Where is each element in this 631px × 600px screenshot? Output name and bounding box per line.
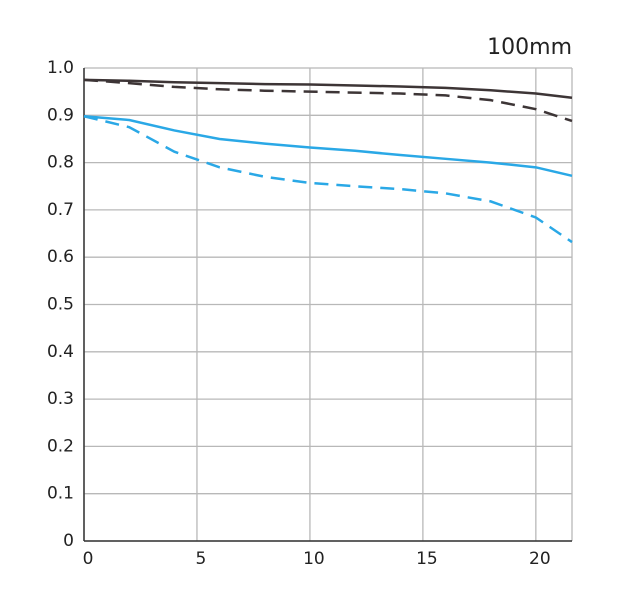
y-tick-label: 0.1 [47, 484, 74, 504]
y-tick-label: 0.2 [47, 436, 74, 456]
y-tick-label: 0.8 [47, 153, 74, 173]
y-tick-label: 0.7 [47, 200, 74, 220]
y-tick-label: 0.9 [47, 105, 74, 125]
series-line [83, 115, 573, 178]
series-line [83, 78, 573, 123]
chart-title: 100mm [487, 35, 572, 60]
y-tick-label: 1.0 [47, 58, 74, 78]
y-tick-label: 0.3 [47, 389, 74, 409]
y-tick-label: 0.6 [47, 247, 74, 267]
series-line [83, 115, 573, 244]
series-line [83, 78, 573, 100]
x-tick-label: 0 [83, 549, 94, 569]
y-tick-label: 0.4 [47, 342, 74, 362]
x-tick-label: 5 [196, 549, 207, 569]
y-tick-label: 0 [63, 531, 74, 551]
x-tick-label: 15 [416, 549, 438, 569]
x-tick-label: 20 [529, 549, 551, 569]
y-tick-label: 0.5 [47, 295, 74, 315]
x-tick-label: 10 [303, 549, 325, 569]
